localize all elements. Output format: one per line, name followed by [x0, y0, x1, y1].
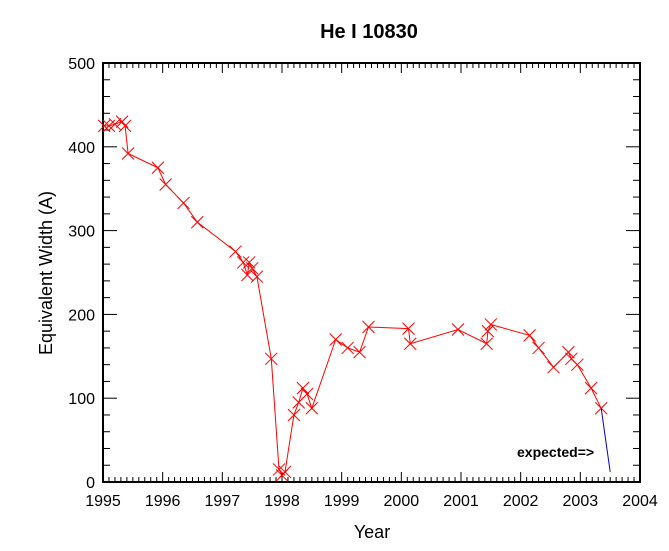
x-tick-label: 2001	[443, 493, 479, 510]
data-point-stroke	[264, 352, 278, 366]
data-point	[118, 119, 132, 133]
x-tick-label: 2003	[563, 493, 599, 510]
data-point	[151, 161, 165, 175]
x-tick-label: 1999	[324, 493, 360, 510]
data-point	[481, 324, 495, 338]
data-point-stroke	[250, 270, 264, 284]
data-point	[329, 333, 343, 346]
data-point	[562, 345, 575, 359]
data-point-stroke	[245, 261, 259, 275]
data-point	[97, 119, 111, 133]
y-tick-label: 400	[68, 140, 95, 157]
data-point-stroke	[121, 147, 135, 160]
data-point	[300, 387, 314, 401]
data-point-stroke	[584, 381, 598, 395]
y-tick-label: 100	[68, 391, 95, 408]
data-point	[402, 322, 415, 335]
data-point-stroke	[402, 322, 415, 335]
data-point	[353, 345, 366, 359]
x-tick-label: 2000	[384, 493, 420, 510]
data-point-stroke	[190, 215, 204, 229]
data-point	[341, 341, 354, 355]
data-point	[250, 270, 264, 284]
expected-annotation: expected=>	[517, 444, 594, 460]
data-point	[484, 318, 498, 331]
data-point	[229, 245, 242, 258]
data-point-stroke	[115, 115, 129, 129]
data-point-stroke	[177, 196, 190, 210]
data-point	[121, 147, 135, 160]
data-point	[245, 261, 259, 275]
y-tick-label: 200	[68, 307, 95, 324]
data-point-stroke	[532, 341, 545, 355]
y-tick-label: 500	[68, 56, 95, 73]
x-tick-label: 1996	[145, 493, 181, 510]
data-point-stroke	[300, 387, 314, 401]
plot-area: 1995 1996 1997 1998 1999 2000 2001 2002 2003 2004…	[68, 56, 658, 510]
data-point	[242, 256, 256, 269]
data-point-stroke	[329, 333, 343, 346]
x-tick-label: 1998	[264, 493, 300, 510]
data-point-stroke	[97, 119, 111, 133]
x-tick-label: 1997	[205, 493, 241, 510]
data-point-stroke	[484, 318, 498, 331]
data-point-stroke	[481, 324, 495, 338]
y-axis-label: Equivalent Width (A)	[36, 191, 56, 355]
data-point-stroke	[547, 360, 560, 374]
data-point-stroke	[305, 401, 319, 415]
data-point-stroke	[236, 256, 250, 269]
series-line	[600, 408, 611, 472]
data-point	[159, 178, 173, 191]
y-tick-label: 0	[86, 475, 95, 492]
data-point	[190, 215, 204, 229]
data-point	[570, 358, 584, 372]
data-point	[594, 401, 608, 415]
data-point-stroke	[451, 323, 465, 336]
data-point	[403, 337, 417, 351]
data-point	[532, 341, 545, 355]
data-point-stroke	[159, 178, 173, 191]
data-point	[480, 337, 494, 351]
data-point	[584, 381, 598, 395]
data-point-stroke	[229, 245, 242, 258]
data-point-stroke	[287, 408, 301, 422]
data-point-stroke	[480, 337, 494, 351]
data-point	[451, 323, 465, 336]
data-point-stroke	[362, 320, 375, 334]
data-point-stroke	[403, 337, 417, 351]
x-axis-label: Year	[354, 522, 390, 542]
x-tick-label: 2002	[503, 493, 539, 510]
data-point	[115, 115, 129, 129]
data-point	[278, 465, 292, 479]
data-point	[264, 352, 278, 366]
chart-title: He I 10830	[320, 21, 418, 43]
data-point	[523, 328, 536, 342]
data-point-stroke	[151, 161, 165, 175]
data-point	[177, 196, 190, 210]
data-point	[236, 256, 250, 269]
data-point-stroke	[523, 328, 536, 342]
data-point	[287, 408, 301, 422]
data-point	[362, 320, 375, 334]
data-point-stroke	[570, 358, 584, 372]
data-point	[296, 381, 310, 395]
data-point-stroke	[242, 256, 256, 269]
data-point-stroke	[353, 345, 366, 359]
data-point	[305, 401, 319, 415]
data-point	[547, 360, 560, 374]
data-point-stroke	[562, 345, 575, 359]
data-point-stroke	[272, 463, 286, 476]
x-tick-label: 2004	[622, 493, 658, 510]
data-point-stroke	[118, 119, 132, 133]
data-point-stroke	[296, 381, 310, 395]
x-tick-label: 1995	[85, 493, 121, 510]
y-tick-label: 300	[68, 224, 95, 241]
data-point-stroke	[278, 465, 292, 479]
data-point-stroke	[341, 341, 354, 355]
data-point-stroke	[594, 401, 608, 415]
